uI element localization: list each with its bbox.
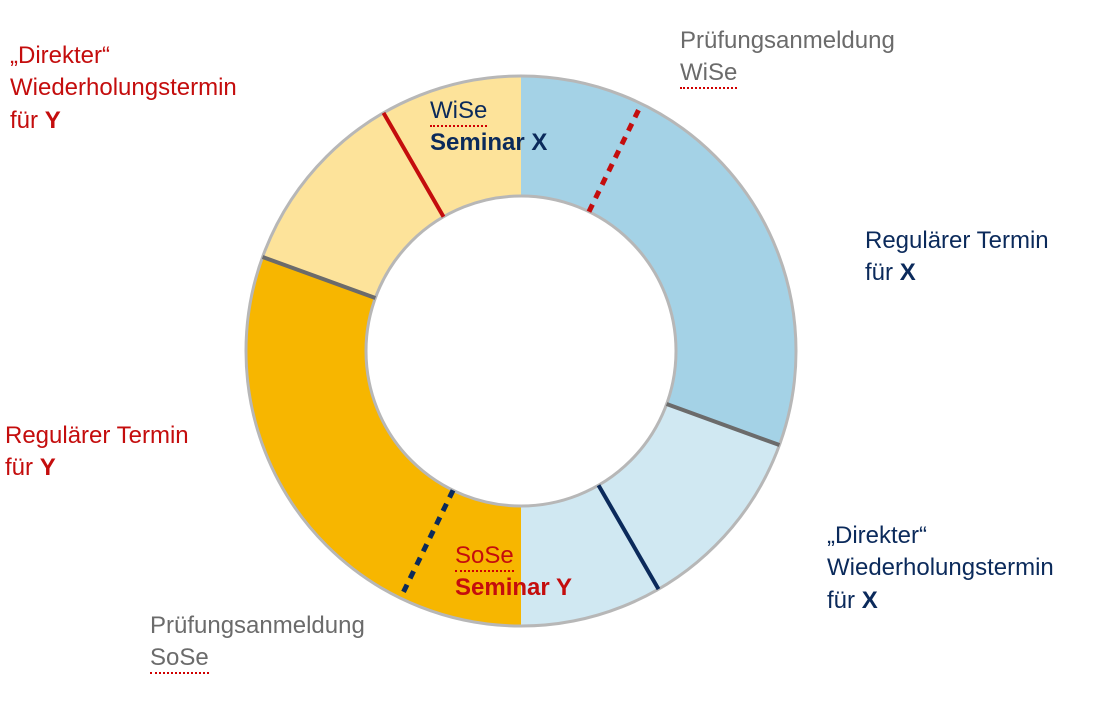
outer-label-pruefungsanmeldung-wise-line0: Prüfungsanmeldung (680, 25, 895, 57)
arc-label-wise: WiSeSeminar X (430, 95, 547, 160)
arc-label-sose-line2: Seminar Y (455, 572, 572, 604)
outer-label-regulaerer-termin-x-line0: Regulärer Termin (865, 225, 1049, 257)
outer-label-regulaerer-termin-y: Regulärer Terminfür Y (5, 420, 189, 485)
arc-label-sose: SoSeSeminar Y (455, 540, 572, 605)
outer-label-direkter-wiederholung-y-line0: „Direkter“ (10, 40, 237, 72)
outer-label-pruefungsanmeldung-sose: PrüfungsanmeldungSoSe (150, 610, 365, 675)
outer-label-direkter-wiederholung-y-line2: für Y (10, 105, 237, 137)
outer-label-direkter-wiederholung-x-line0: „Direkter“ (827, 520, 1054, 552)
ring-segment-0 (521, 76, 796, 445)
outer-label-direkter-wiederholung-x-line2: für X (827, 585, 1054, 617)
outer-label-regulaerer-termin-x-line1: für X (865, 257, 1049, 289)
arc-label-sose-line1: SoSe (455, 540, 572, 572)
outer-label-pruefungsanmeldung-sose-line0: Prüfungsanmeldung (150, 610, 365, 642)
outer-label-direkter-wiederholung-y-line1: Wiederholungstermin (10, 72, 237, 104)
outer-label-direkter-wiederholung-y: „Direkter“Wiederholungsterminfür Y (10, 40, 237, 137)
outer-label-regulaerer-termin-y-line0: Regulärer Termin (5, 420, 189, 452)
arc-label-wise-line2: Seminar X (430, 127, 547, 159)
outer-label-pruefungsanmeldung-wise: PrüfungsanmeldungWiSe (680, 25, 895, 90)
outer-label-pruefungsanmeldung-sose-line1: SoSe (150, 642, 365, 674)
outer-label-pruefungsanmeldung-wise-line1: WiSe (680, 57, 895, 89)
outer-label-regulaerer-termin-y-line1: für Y (5, 452, 189, 484)
outer-label-regulaerer-termin-x: Regulärer Terminfür X (865, 225, 1049, 290)
ring-inner-outline (366, 196, 676, 506)
arc-label-wise-line1: WiSe (430, 95, 547, 127)
outer-label-direkter-wiederholung-x: „Direkter“Wiederholungsterminfür X (827, 520, 1054, 617)
outer-label-direkter-wiederholung-x-line1: Wiederholungstermin (827, 552, 1054, 584)
